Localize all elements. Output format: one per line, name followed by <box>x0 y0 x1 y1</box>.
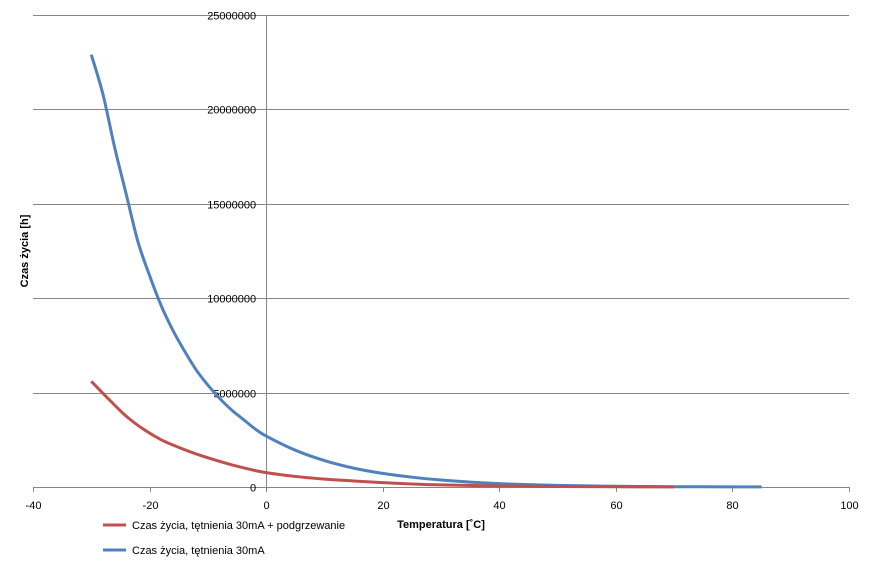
x-tick-label: 100 <box>840 500 858 512</box>
x-tick-label: 60 <box>610 500 622 512</box>
x-tick-label: -20 <box>143 500 159 512</box>
y-tick-label: 25000000 <box>207 11 256 23</box>
legend: Czas życia, tętnienia 30mA + podgrzewani… <box>103 520 345 557</box>
series-lines <box>89 54 762 489</box>
x-axis-title: Temperatura [˚C] <box>397 519 485 531</box>
gridlines <box>33 15 849 394</box>
y-tick-labels: 0 5000000 10000000 15000000 20000000 25000000 <box>207 11 256 495</box>
x-tick-labels: -40 -20 0 20 40 60 80 100 <box>26 500 859 512</box>
legend-label-1: Czas życia, tętnienia 30mA + podgrzewani… <box>132 520 345 532</box>
y-axis-title: Czas życia [h] <box>19 214 31 287</box>
y-tick-label: 5000000 <box>213 389 256 401</box>
x-tick-label: 80 <box>726 500 738 512</box>
series-line-1 <box>90 380 675 489</box>
x-tick-label: 20 <box>377 500 389 512</box>
x-tick-label: 0 <box>263 500 269 512</box>
y-tick-label: 20000000 <box>207 105 256 117</box>
legend-label-2: Czas życia, tętnienia 30mA <box>132 545 265 557</box>
y-tick-label: 15000000 <box>207 200 256 212</box>
x-tick-label: 40 <box>493 500 505 512</box>
y-tick-label: 10000000 <box>207 294 256 306</box>
y-tick-label: 0 <box>250 483 256 495</box>
x-tick-label: -40 <box>26 500 42 512</box>
